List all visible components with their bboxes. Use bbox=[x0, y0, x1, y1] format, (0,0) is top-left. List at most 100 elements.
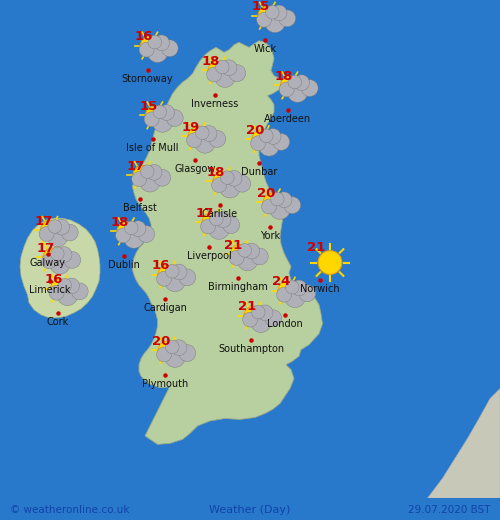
Circle shape bbox=[202, 213, 220, 232]
Circle shape bbox=[117, 222, 136, 241]
Circle shape bbox=[39, 227, 54, 241]
Circle shape bbox=[265, 12, 285, 33]
Circle shape bbox=[288, 75, 302, 89]
Circle shape bbox=[252, 248, 268, 265]
Text: Belfast: Belfast bbox=[123, 203, 157, 213]
Circle shape bbox=[209, 131, 226, 147]
Circle shape bbox=[302, 80, 318, 97]
Circle shape bbox=[278, 281, 296, 300]
Circle shape bbox=[56, 246, 72, 263]
Circle shape bbox=[49, 285, 64, 300]
Text: 19: 19 bbox=[182, 121, 200, 134]
Circle shape bbox=[318, 251, 342, 275]
Circle shape bbox=[186, 133, 202, 148]
Circle shape bbox=[257, 305, 273, 321]
Circle shape bbox=[271, 5, 287, 21]
Circle shape bbox=[265, 128, 281, 145]
Text: 16: 16 bbox=[134, 30, 152, 43]
Circle shape bbox=[162, 40, 178, 57]
Text: Inverness: Inverness bbox=[192, 99, 238, 109]
Circle shape bbox=[54, 219, 70, 235]
Text: 17: 17 bbox=[196, 207, 214, 220]
Circle shape bbox=[229, 65, 246, 82]
Circle shape bbox=[40, 220, 59, 239]
Circle shape bbox=[285, 287, 305, 307]
Text: Southampton: Southampton bbox=[218, 344, 284, 354]
Circle shape bbox=[221, 60, 237, 75]
Circle shape bbox=[223, 217, 240, 233]
Circle shape bbox=[124, 228, 144, 248]
Circle shape bbox=[208, 61, 227, 80]
Circle shape bbox=[72, 283, 88, 300]
Text: 20: 20 bbox=[246, 124, 264, 137]
Circle shape bbox=[210, 212, 223, 226]
Circle shape bbox=[226, 171, 242, 186]
Text: 15: 15 bbox=[140, 100, 158, 113]
Text: 17: 17 bbox=[34, 215, 52, 228]
Text: Dublin: Dublin bbox=[108, 259, 140, 269]
Circle shape bbox=[64, 252, 80, 268]
Circle shape bbox=[279, 82, 294, 97]
Circle shape bbox=[48, 227, 68, 247]
Circle shape bbox=[165, 347, 185, 367]
Text: 18: 18 bbox=[274, 70, 292, 83]
Circle shape bbox=[260, 129, 273, 142]
Circle shape bbox=[280, 76, 299, 95]
Circle shape bbox=[258, 6, 276, 25]
Circle shape bbox=[139, 42, 154, 57]
Circle shape bbox=[158, 265, 176, 284]
Circle shape bbox=[270, 192, 284, 206]
Circle shape bbox=[158, 105, 174, 121]
Circle shape bbox=[116, 228, 130, 243]
Circle shape bbox=[140, 36, 159, 55]
Circle shape bbox=[244, 306, 262, 325]
Text: © weatheronline.co.uk: © weatheronline.co.uk bbox=[10, 504, 130, 514]
Circle shape bbox=[148, 42, 168, 62]
Circle shape bbox=[220, 178, 240, 198]
Text: 21: 21 bbox=[238, 301, 256, 314]
Circle shape bbox=[42, 254, 56, 269]
Circle shape bbox=[276, 192, 292, 207]
Circle shape bbox=[294, 75, 310, 90]
Circle shape bbox=[166, 110, 183, 126]
Circle shape bbox=[215, 67, 235, 87]
Text: 17: 17 bbox=[37, 242, 55, 255]
Text: 18: 18 bbox=[202, 55, 220, 68]
Circle shape bbox=[158, 341, 176, 360]
Circle shape bbox=[196, 126, 209, 139]
Circle shape bbox=[276, 287, 291, 302]
Text: Plymouth: Plymouth bbox=[142, 379, 188, 388]
Circle shape bbox=[286, 280, 299, 294]
Circle shape bbox=[166, 265, 179, 278]
Text: York: York bbox=[260, 231, 280, 241]
Circle shape bbox=[58, 285, 78, 306]
Circle shape bbox=[171, 340, 187, 356]
Circle shape bbox=[252, 130, 270, 149]
Circle shape bbox=[146, 106, 164, 125]
Circle shape bbox=[200, 219, 216, 234]
Circle shape bbox=[201, 126, 217, 141]
Text: Aberdeen: Aberdeen bbox=[264, 113, 311, 124]
Circle shape bbox=[291, 280, 307, 296]
Circle shape bbox=[265, 310, 281, 327]
Circle shape bbox=[251, 312, 271, 332]
Circle shape bbox=[215, 212, 231, 228]
Text: 17: 17 bbox=[127, 160, 145, 173]
Circle shape bbox=[64, 278, 80, 294]
Text: Cardigan: Cardigan bbox=[143, 303, 187, 313]
Circle shape bbox=[284, 197, 300, 214]
Circle shape bbox=[229, 250, 244, 265]
Circle shape bbox=[133, 166, 152, 185]
Circle shape bbox=[209, 219, 229, 239]
Text: 18: 18 bbox=[111, 216, 129, 229]
Text: Dunbar: Dunbar bbox=[241, 167, 277, 177]
Text: Carlisle: Carlisle bbox=[202, 209, 238, 219]
Circle shape bbox=[140, 172, 160, 192]
Circle shape bbox=[220, 171, 234, 185]
Circle shape bbox=[288, 82, 308, 102]
Circle shape bbox=[256, 12, 272, 27]
Circle shape bbox=[238, 243, 252, 257]
Circle shape bbox=[234, 175, 250, 192]
Text: 16: 16 bbox=[44, 274, 62, 287]
Circle shape bbox=[263, 193, 281, 212]
